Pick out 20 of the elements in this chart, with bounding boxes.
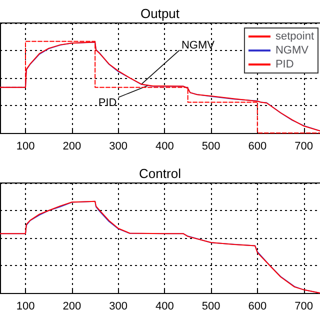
x-tick-label: 200 (62, 300, 82, 312)
legend-label: PID (275, 58, 294, 70)
chart-title: Output (140, 6, 180, 21)
x-tick-label: 500 (202, 300, 220, 312)
x-tick-label: 200 (62, 140, 82, 152)
x-tick-label: 100 (16, 140, 35, 152)
annotation: NGMV (181, 40, 216, 52)
x-tick-label: 100 (16, 300, 35, 312)
chart-title: Control (139, 166, 182, 181)
x-tick-label: 700 (294, 300, 313, 312)
x-tick-label: 300 (109, 140, 128, 152)
x-tick-label: 600 (248, 300, 267, 312)
legend-label: setpoint (275, 30, 314, 42)
x-tick-label: 300 (109, 300, 128, 312)
x-tick-label: 600 (248, 140, 267, 152)
x-tick-label: 700 (294, 140, 313, 152)
x-tick-label: 500 (202, 140, 220, 152)
legend-label: NGMV (275, 44, 310, 56)
x-tick-label: 400 (155, 140, 174, 152)
x-tick-label: 400 (155, 300, 174, 312)
